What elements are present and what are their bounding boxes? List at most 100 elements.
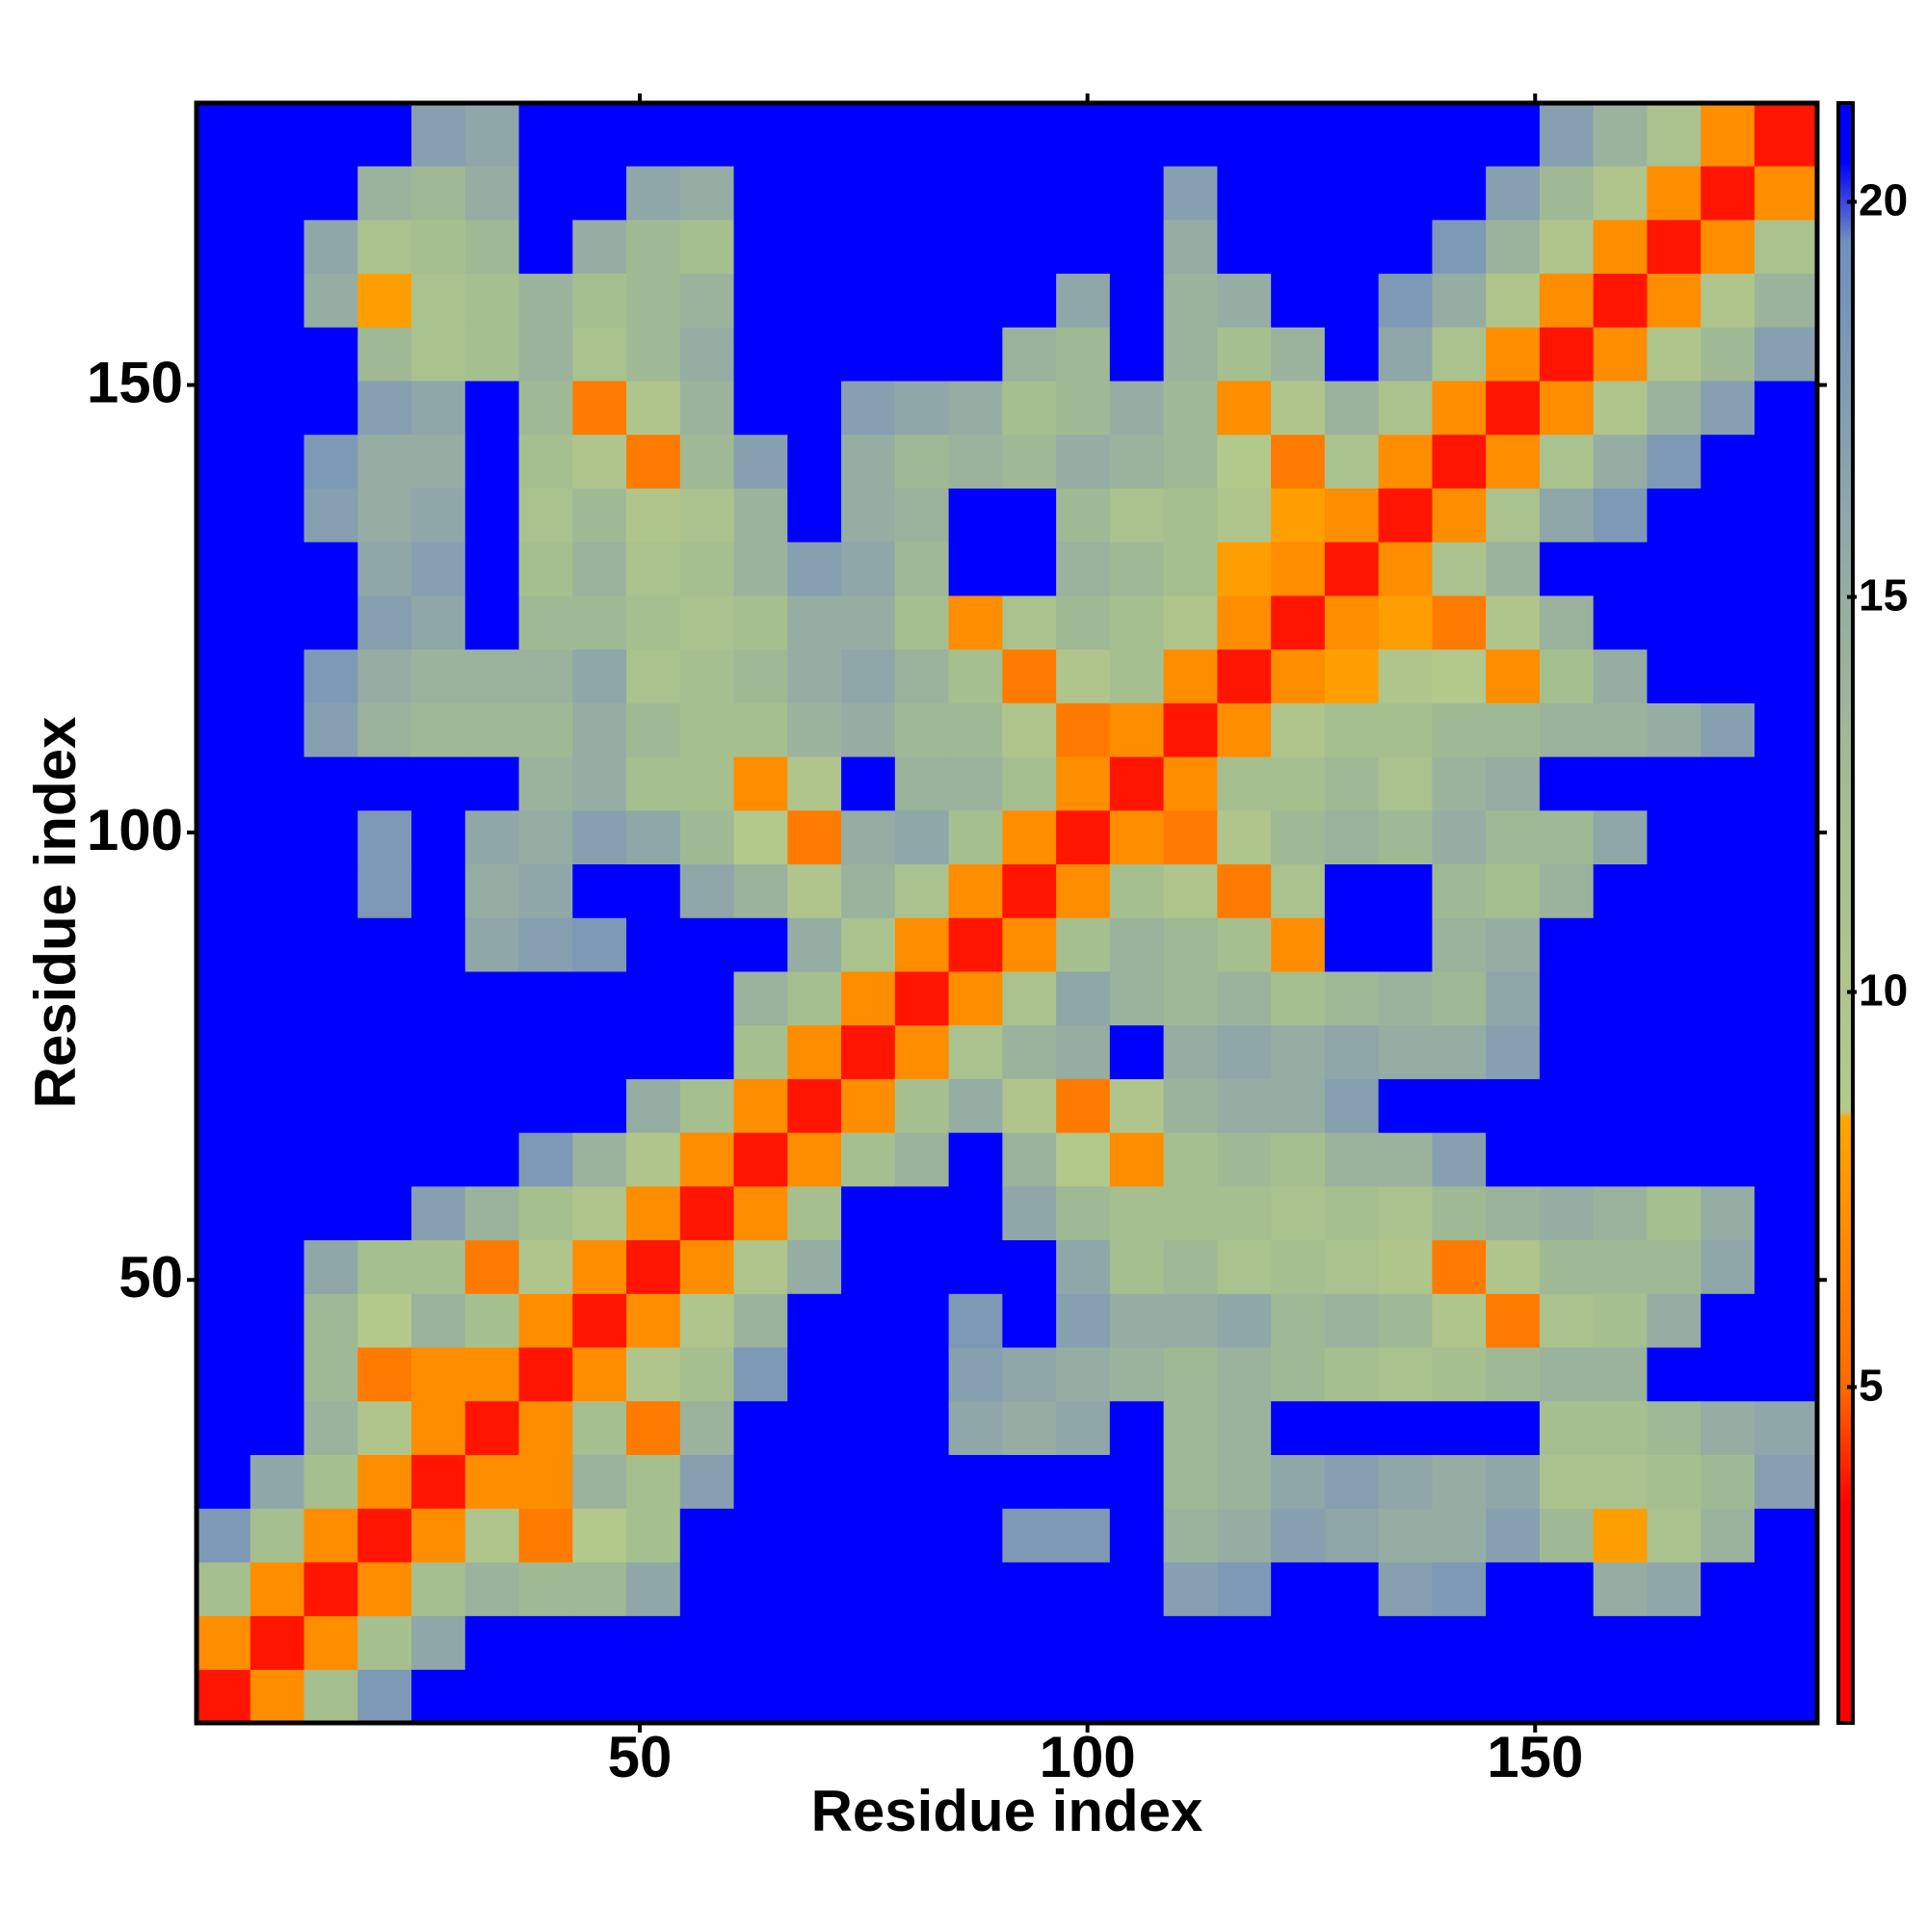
heatmap-cell — [464, 434, 520, 489]
heatmap-cell — [1056, 103, 1111, 167]
heatmap-cell — [626, 1669, 681, 1724]
heatmap-cell — [411, 1293, 466, 1348]
heatmap-cell — [1593, 1615, 1649, 1670]
heatmap-cell — [1378, 1293, 1434, 1348]
heatmap-cell — [411, 1669, 466, 1724]
heatmap-cell — [1002, 1024, 1057, 1079]
heatmap-cell — [1647, 809, 1702, 865]
heatmap-cell — [1324, 1185, 1380, 1241]
heatmap-cell — [1486, 1185, 1541, 1241]
heatmap-cell — [841, 327, 896, 382]
heatmap-cell — [1056, 434, 1111, 489]
heatmap-cell — [357, 103, 412, 167]
heatmap-cell — [1378, 219, 1434, 275]
heatmap-cell — [1056, 755, 1111, 811]
heatmap-cell — [357, 219, 412, 275]
heatmap-cell — [1647, 273, 1702, 328]
heatmap-cell — [733, 1185, 788, 1241]
heatmap-cell — [948, 1454, 1003, 1509]
heatmap-cell — [1324, 219, 1380, 275]
heatmap-cell — [948, 434, 1003, 489]
heatmap-cell — [841, 970, 896, 1026]
heatmap-cell — [1324, 863, 1380, 918]
heatmap-cell — [1163, 1293, 1218, 1348]
heatmap-cell — [357, 1185, 412, 1241]
heatmap-cell — [1056, 1078, 1111, 1133]
heatmap-cell — [1271, 863, 1326, 918]
heatmap-cell — [518, 1293, 573, 1348]
heatmap-cell — [1432, 1454, 1487, 1509]
heatmap-cell — [1754, 273, 1818, 328]
heatmap-cell — [894, 1508, 950, 1563]
heatmap-cell — [197, 1293, 251, 1348]
heatmap-cell — [841, 702, 896, 757]
heatmap-cell — [733, 917, 788, 972]
heatmap-cell — [1217, 103, 1272, 167]
heatmap-cell — [572, 273, 627, 328]
heatmap-cell — [1539, 1346, 1595, 1402]
heatmap-cell — [787, 273, 842, 328]
heatmap-cell — [1486, 809, 1541, 865]
heatmap-cell — [1109, 648, 1165, 703]
heatmap-cell — [518, 434, 573, 489]
heatmap-cell — [787, 434, 842, 489]
heatmap-cell — [841, 1454, 896, 1509]
heatmap-cell — [1754, 863, 1818, 918]
heatmap-cell — [1109, 219, 1165, 275]
heatmap-cell — [1163, 1239, 1218, 1294]
heatmap-cell — [197, 1508, 251, 1563]
heatmap-cell — [304, 1293, 358, 1348]
heatmap-cell — [357, 1293, 412, 1348]
heatmap-cell — [411, 1400, 466, 1455]
heatmap-cell — [1593, 542, 1649, 596]
heatmap-cell — [1163, 1454, 1218, 1509]
heatmap-cell — [518, 1400, 573, 1455]
heatmap-cell — [894, 595, 950, 650]
heatmap-cell — [1002, 755, 1057, 811]
heatmap-cell — [1539, 1669, 1595, 1724]
heatmap-cell — [1647, 595, 1702, 650]
heatmap-cell — [1056, 1669, 1111, 1724]
heatmap-cell — [518, 1132, 573, 1187]
heatmap-cell — [1539, 380, 1595, 436]
heatmap-cell — [626, 702, 681, 757]
heatmap-cell — [1378, 1669, 1434, 1724]
heatmap-cell — [1701, 1346, 1755, 1402]
heatmap-cell — [518, 273, 573, 328]
heatmap-cell — [250, 917, 305, 972]
heatmap-cell — [304, 327, 358, 382]
heatmap-cell — [1056, 1508, 1111, 1563]
heatmap-cell — [1432, 219, 1487, 275]
heatmap-cell — [1109, 595, 1165, 650]
heatmap-cell — [572, 219, 627, 275]
heatmap-cell — [626, 1508, 681, 1563]
heatmap-cell — [1486, 327, 1541, 382]
heatmap-cell — [1539, 219, 1595, 275]
heatmap-cell — [1002, 1508, 1057, 1563]
heatmap-cell — [1593, 219, 1649, 275]
heatmap-cell — [518, 809, 573, 865]
heatmap-cell — [572, 1024, 627, 1079]
heatmap-cell — [894, 166, 950, 221]
heatmap-cell — [626, 273, 681, 328]
heatmap-cell — [1271, 1239, 1326, 1294]
heatmap-cell — [1324, 970, 1380, 1026]
heatmap-cell — [679, 103, 735, 167]
heatmap-cell — [572, 1239, 627, 1294]
heatmap-cell — [1324, 595, 1380, 650]
heatmap-cell — [1271, 702, 1326, 757]
heatmap-cell — [1271, 1024, 1326, 1079]
heatmap-cell — [1378, 1024, 1434, 1079]
heatmap-cell — [787, 809, 842, 865]
heatmap-cell — [250, 488, 305, 543]
heatmap-cell — [1163, 1561, 1218, 1617]
heatmap-cell — [894, 1293, 950, 1348]
heatmap-cell — [1539, 595, 1595, 650]
heatmap-cell — [411, 1615, 466, 1670]
heatmap-cell — [1378, 273, 1434, 328]
heatmap-cell — [250, 1615, 305, 1670]
heatmap-cell — [733, 1669, 788, 1724]
heatmap-cell — [357, 1346, 412, 1402]
heatmap-cell — [357, 380, 412, 436]
heatmap-cell — [572, 595, 627, 650]
